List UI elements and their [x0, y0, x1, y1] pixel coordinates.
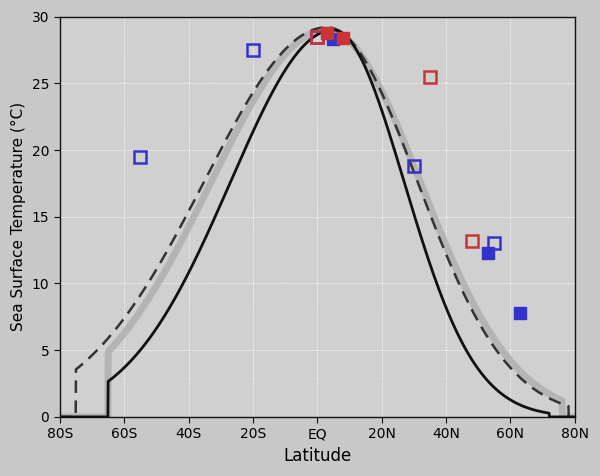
Y-axis label: Sea Surface Temperature (°C): Sea Surface Temperature (°C) — [11, 102, 26, 331]
X-axis label: Latitude: Latitude — [283, 447, 352, 465]
